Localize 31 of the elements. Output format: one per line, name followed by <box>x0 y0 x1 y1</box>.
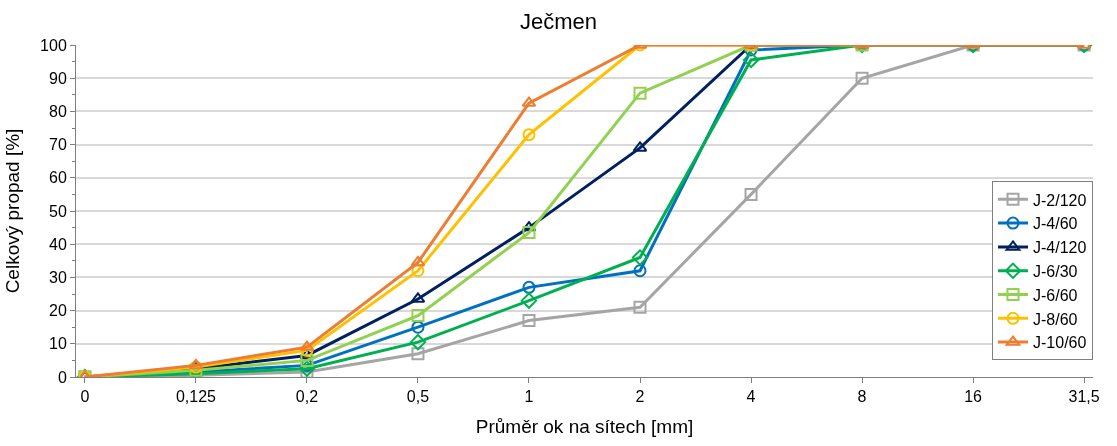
y-tick-label: 60 <box>49 169 67 187</box>
y-tick-label: 30 <box>49 269 67 286</box>
y-tick-label: 80 <box>49 103 67 120</box>
y-axis-title: Celkový propad [%] <box>1 128 23 294</box>
x-axis-title: Průměr ok na sítech [mm] <box>475 416 694 437</box>
x-tick-label: 0,5 <box>406 388 430 406</box>
legend-label: J-4/120 <box>1033 239 1087 257</box>
legend-label: J-2/120 <box>1033 191 1087 209</box>
y-tick-label: 40 <box>49 235 67 253</box>
y-tick-label: 20 <box>49 302 67 320</box>
y-tick-label: 50 <box>49 202 67 220</box>
y-tick-label: 100 <box>40 36 67 54</box>
x-tick-label: 16 <box>964 388 983 406</box>
y-tick-label: 70 <box>49 136 67 154</box>
x-tick-label: 4 <box>746 388 756 406</box>
x-tick-label: 31,5 <box>1068 388 1100 406</box>
y-tick-label: 10 <box>49 335 67 353</box>
x-tick-label: 8 <box>857 388 867 406</box>
chart-title: Ječmen <box>519 8 598 34</box>
x-tick-label: 2 <box>635 388 645 406</box>
y-tick-label: 90 <box>49 69 67 87</box>
legend-label: J-10/60 <box>1033 334 1087 352</box>
x-tick-label: 0,125 <box>175 388 217 406</box>
x-tick-label: 0,2 <box>295 388 319 406</box>
legend-label: J-6/60 <box>1033 286 1078 304</box>
x-tick-label: 1 <box>524 388 534 406</box>
legend-label: J-4/60 <box>1033 215 1078 233</box>
x-tick-label: 0 <box>80 388 90 406</box>
y-tick-label: 0 <box>57 368 67 386</box>
legend-label: J-6/30 <box>1033 262 1078 280</box>
legend-label: J-8/60 <box>1033 310 1078 328</box>
